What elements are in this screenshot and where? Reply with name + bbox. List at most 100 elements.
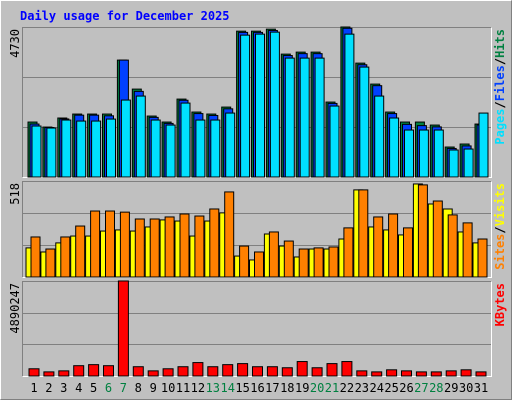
x-tick-label: 18 bbox=[280, 381, 294, 395]
bar bbox=[475, 371, 487, 377]
bar bbox=[415, 371, 427, 377]
bar bbox=[298, 248, 309, 278]
x-tick-label: 1 bbox=[30, 381, 37, 395]
x-tick-label: 4 bbox=[75, 381, 82, 395]
bar bbox=[417, 184, 428, 278]
x-tick-label: 23 bbox=[355, 381, 369, 395]
x-tick-label: 29 bbox=[444, 381, 458, 395]
bar bbox=[225, 112, 236, 178]
bar bbox=[254, 251, 264, 278]
bar bbox=[447, 214, 458, 278]
bar bbox=[224, 191, 235, 278]
y-tick-label: 518 bbox=[8, 183, 22, 205]
x-tick-label: 3 bbox=[60, 381, 67, 395]
x-tick-label: 30 bbox=[459, 381, 473, 395]
bar bbox=[386, 369, 398, 377]
bar bbox=[284, 57, 295, 178]
x-tick-label: 16 bbox=[250, 381, 264, 395]
panel-bevel-dark bbox=[22, 27, 492, 178]
bar bbox=[105, 210, 115, 278]
bar bbox=[119, 211, 130, 278]
bar bbox=[266, 366, 278, 377]
bar bbox=[150, 119, 161, 178]
bar bbox=[222, 364, 234, 377]
bar bbox=[477, 238, 488, 278]
legend-entry: Sites bbox=[493, 234, 507, 270]
bar bbox=[177, 366, 189, 377]
legend-entry: Visits bbox=[493, 183, 507, 226]
bar bbox=[445, 370, 457, 377]
bar bbox=[328, 246, 339, 278]
bar bbox=[343, 227, 354, 278]
bar bbox=[252, 366, 263, 377]
x-tick-label: 20 bbox=[310, 381, 324, 395]
bar bbox=[314, 57, 325, 178]
x-tick-label: 24 bbox=[369, 381, 383, 395]
bar bbox=[134, 218, 145, 278]
legend-entry: Files bbox=[493, 65, 507, 101]
bar bbox=[433, 129, 444, 178]
chart-title: Daily usage for December 2025 bbox=[20, 9, 230, 23]
y-tick-label: 4890247 bbox=[8, 283, 22, 334]
bar bbox=[374, 95, 385, 178]
bar bbox=[120, 99, 131, 178]
x-tick-label: 12 bbox=[191, 381, 205, 395]
y-tick-label: 4730 bbox=[8, 29, 22, 58]
legend-entry: Pages bbox=[493, 109, 507, 145]
panel-bevel-light bbox=[22, 181, 492, 278]
bar bbox=[179, 213, 190, 278]
bar bbox=[132, 366, 144, 377]
bar bbox=[462, 222, 473, 278]
legend-separator: / bbox=[493, 58, 507, 65]
bar bbox=[149, 218, 160, 278]
x-tick-label: 10 bbox=[161, 381, 175, 395]
bar bbox=[432, 200, 443, 278]
x-tick-label: 28 bbox=[429, 381, 443, 395]
bar bbox=[448, 149, 459, 178]
bar bbox=[45, 248, 56, 278]
bar bbox=[237, 363, 249, 377]
bar bbox=[75, 225, 86, 278]
x-tick-label: 9 bbox=[150, 381, 157, 395]
bar bbox=[403, 227, 413, 278]
bar bbox=[103, 365, 114, 377]
bar bbox=[283, 240, 294, 278]
x-tick-label: 22 bbox=[340, 381, 354, 395]
x-tick-label: 27 bbox=[414, 381, 428, 395]
bar bbox=[46, 127, 57, 178]
bar bbox=[460, 369, 472, 377]
bar bbox=[180, 102, 191, 178]
x-tick-label: 14 bbox=[220, 381, 234, 395]
legend-separator: / bbox=[493, 101, 507, 108]
bar bbox=[401, 370, 412, 377]
x-tick-label: 7 bbox=[120, 381, 127, 395]
bar bbox=[299, 57, 310, 178]
bar bbox=[463, 148, 474, 178]
legend-entry: KBytes bbox=[493, 283, 507, 326]
legend-separator: / bbox=[493, 226, 507, 233]
bar bbox=[61, 119, 72, 178]
bar bbox=[135, 95, 146, 178]
bar bbox=[268, 231, 279, 278]
bar bbox=[239, 245, 250, 278]
bar bbox=[430, 371, 442, 377]
x-tick-label: 31 bbox=[474, 381, 488, 395]
legend-entry: Hits bbox=[493, 29, 507, 58]
bar bbox=[404, 129, 414, 178]
bar bbox=[58, 370, 70, 377]
bar bbox=[356, 370, 368, 377]
bar bbox=[207, 366, 219, 377]
x-tick-label: 6 bbox=[105, 381, 112, 395]
bar bbox=[60, 236, 71, 278]
bar bbox=[164, 216, 175, 278]
bar bbox=[28, 368, 40, 377]
bar bbox=[389, 117, 400, 178]
x-tick-label: 8 bbox=[135, 381, 142, 395]
bar bbox=[418, 129, 429, 178]
bar bbox=[73, 365, 85, 377]
x-tick-label: 2 bbox=[45, 381, 52, 395]
bar bbox=[313, 247, 324, 278]
bar bbox=[269, 31, 280, 178]
